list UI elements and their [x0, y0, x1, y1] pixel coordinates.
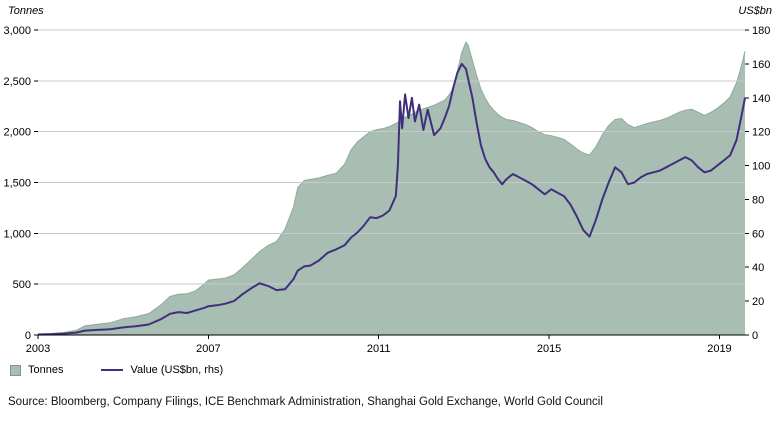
- right-axis-title: US$bn: [738, 5, 772, 17]
- svg-text:80: 80: [752, 194, 764, 206]
- svg-text:60: 60: [752, 228, 764, 240]
- svg-text:1,000: 1,000: [3, 228, 31, 240]
- svg-text:180: 180: [752, 25, 770, 37]
- svg-text:0: 0: [25, 330, 31, 342]
- legend-item-value: Value (US$bn, rhs): [101, 364, 223, 376]
- svg-text:2003: 2003: [26, 343, 50, 355]
- svg-text:2019: 2019: [707, 343, 731, 355]
- svg-text:40: 40: [752, 262, 764, 274]
- svg-text:2007: 2007: [196, 343, 220, 355]
- svg-text:500: 500: [13, 279, 31, 291]
- value-line-swatch: [101, 369, 124, 371]
- chart-legend: Tonnes Value (US$bn, rhs): [10, 364, 223, 376]
- svg-text:120: 120: [752, 127, 770, 139]
- svg-text:3,000: 3,000: [3, 25, 31, 37]
- svg-text:160: 160: [752, 59, 770, 71]
- svg-text:20: 20: [752, 296, 764, 308]
- legend-item-tonnes: Tonnes: [10, 364, 63, 376]
- svg-text:0: 0: [752, 330, 758, 342]
- svg-text:1,500: 1,500: [3, 178, 31, 190]
- legend-value-label: Value (US$bn, rhs): [130, 364, 224, 376]
- svg-text:2,500: 2,500: [3, 76, 31, 88]
- svg-text:2011: 2011: [367, 343, 391, 355]
- svg-text:100: 100: [752, 161, 770, 173]
- legend-tonnes-label: Tonnes: [28, 364, 64, 376]
- source-note: Source: Bloomberg, Company Filings, ICE …: [8, 396, 603, 408]
- tonnes-area-swatch: [10, 364, 21, 376]
- svg-text:2015: 2015: [537, 343, 561, 355]
- svg-text:2,000: 2,000: [3, 127, 31, 139]
- svg-text:140: 140: [752, 93, 770, 105]
- left-axis-title: Tonnes: [8, 5, 44, 17]
